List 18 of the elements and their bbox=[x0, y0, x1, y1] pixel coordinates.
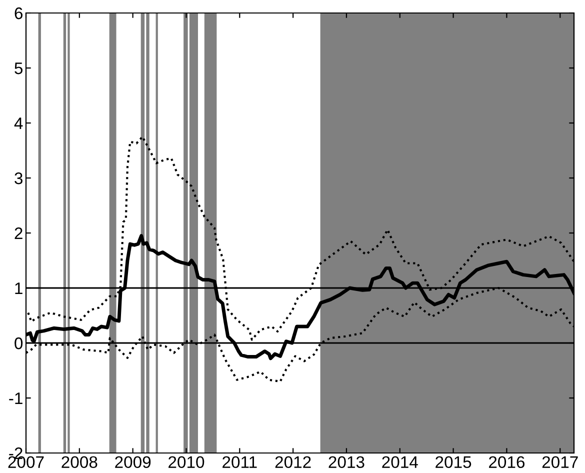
x-tick-label: 2014 bbox=[382, 456, 418, 468]
x-tick-label: 2010 bbox=[168, 456, 204, 468]
x-tick-label: 2012 bbox=[275, 456, 311, 468]
y-tick-label: 4 bbox=[14, 118, 23, 130]
y-tick-label: 1 bbox=[15, 282, 22, 294]
y-tick-label: 5 bbox=[14, 62, 23, 74]
y-tick-label: 2 bbox=[14, 227, 22, 240]
x-tick-label: 2009 bbox=[115, 456, 151, 468]
x-tick-label: 2013 bbox=[328, 456, 364, 468]
x-tick-label: 2016 bbox=[489, 456, 525, 468]
y-tick-label: 3 bbox=[14, 172, 22, 184]
x-tick-label: 2011 bbox=[222, 456, 257, 468]
y-tick-label: 6 bbox=[14, 7, 22, 20]
x-tick-label: 2008 bbox=[62, 456, 98, 468]
y-tick-label: 0 bbox=[14, 337, 23, 350]
y-tick-label: -1 bbox=[9, 392, 22, 404]
x-tick-label: 2017 bbox=[542, 456, 578, 468]
x-tick-label: 2015 bbox=[436, 456, 472, 468]
